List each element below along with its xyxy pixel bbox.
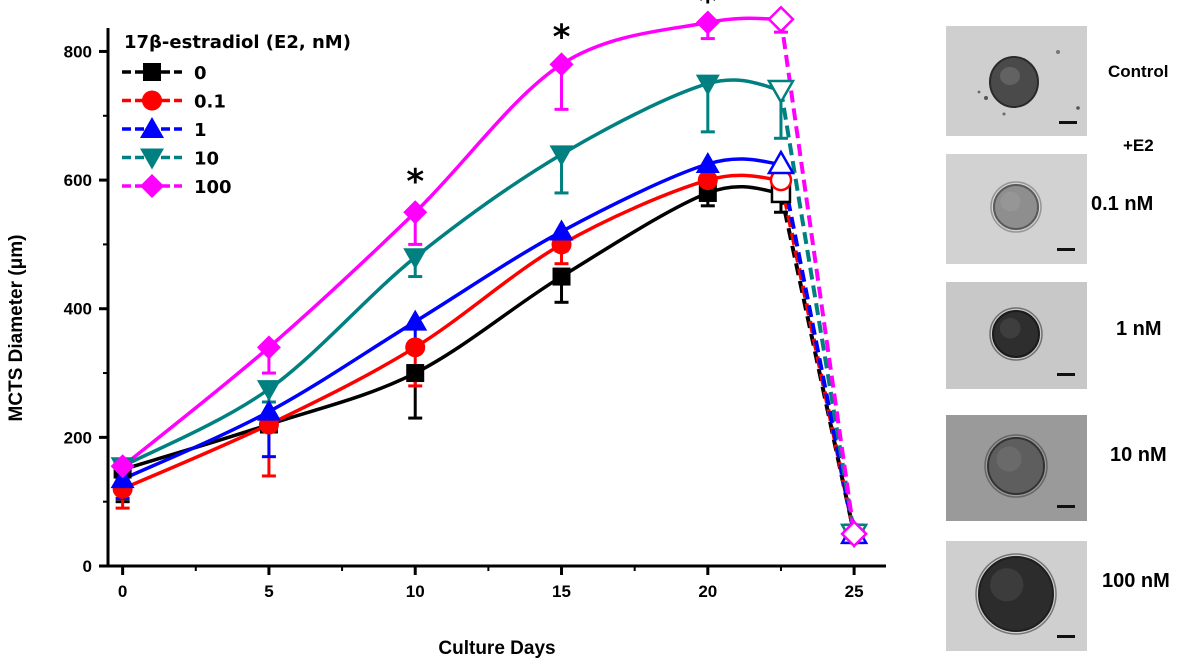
significance-star: * xyxy=(553,18,571,58)
significance-star: * xyxy=(406,162,424,202)
y-tick-label: 200 xyxy=(64,428,92,447)
e2-label: +E2 xyxy=(1123,136,1154,155)
marker-1 xyxy=(549,219,574,241)
concentration-label: 1 nM xyxy=(1116,318,1162,340)
x-tick-label: 15 xyxy=(552,582,571,601)
legend-marker-10 xyxy=(140,148,164,170)
marker-1 xyxy=(256,399,281,421)
series-dashed-line-1 xyxy=(779,163,857,535)
spheroid-image-10-nm xyxy=(946,415,1087,521)
marker-100 xyxy=(840,520,868,548)
legend-label-0: 0 xyxy=(194,63,207,84)
marker-1 xyxy=(695,152,720,174)
marker-100 xyxy=(767,5,795,34)
x-tick-label: 0 xyxy=(118,582,127,601)
legend: 17β-estradiol (E2, nM) 0 0.1 1 10 100 xyxy=(122,32,351,198)
marker-100 xyxy=(695,10,720,35)
series-dashed-line-0 xyxy=(779,192,857,535)
legend-label-1: 1 xyxy=(194,120,207,141)
spheroid-image-control xyxy=(946,26,1087,136)
concentration-label: 100 nM xyxy=(1102,570,1170,592)
legend-marker-0 xyxy=(143,63,161,81)
concentration-label: 0.1 nM xyxy=(1091,193,1154,215)
marker-0.1 xyxy=(405,337,426,358)
y-tick-label: 400 xyxy=(64,300,92,319)
x-tick-label: 5 xyxy=(264,582,273,601)
marker-100 xyxy=(256,335,281,360)
data-markers xyxy=(110,5,869,549)
series-line-100 xyxy=(121,16,782,468)
marker-10 xyxy=(766,79,796,105)
significance-markers: * * * xyxy=(406,0,717,202)
y-axis-label: MCTS Diameter (μm) xyxy=(6,235,27,422)
x-tick-label: 10 xyxy=(406,582,425,601)
series-dashed-line-0.1 xyxy=(779,179,857,535)
marker-1 xyxy=(403,309,428,331)
spheroid-image-1-nm xyxy=(946,282,1087,389)
x-tick-label: 20 xyxy=(698,582,717,601)
legend-label-10: 10 xyxy=(194,149,219,170)
mcts-diameter-chart: MCTS Diameter (μm) Culture Days 0 5 10 15 20… xyxy=(6,0,886,659)
significance-star: * xyxy=(699,0,717,22)
legend-title: 17β-estradiol (E2, nM) xyxy=(124,32,351,53)
legend-label-0.1: 0.1 xyxy=(194,92,226,113)
x-tick-label: 25 xyxy=(845,582,864,601)
legend-marker-1 xyxy=(140,117,164,138)
x-axis-label: Culture Days xyxy=(438,638,555,659)
spheroid-image-100-nm xyxy=(946,541,1087,651)
series-line-1 xyxy=(121,157,782,481)
marker-100 xyxy=(110,454,135,479)
control-label: Control xyxy=(1108,62,1169,81)
y-tick-label: 600 xyxy=(64,171,92,190)
series-line-0.1 xyxy=(121,173,782,491)
y-tick-label: 800 xyxy=(64,42,92,61)
legend-marker-100 xyxy=(140,174,164,198)
series-dashed-line-10 xyxy=(778,89,857,535)
spheroid-image-0-1-nm xyxy=(946,154,1087,264)
marker-100 xyxy=(403,200,428,225)
concentration-label: 10 nM xyxy=(1110,444,1167,466)
series-line-10 xyxy=(121,78,782,468)
legend-marker-0.1 xyxy=(142,90,162,111)
legend-label-100: 100 xyxy=(194,177,232,198)
marker-10 xyxy=(549,145,574,167)
marker-0.1 xyxy=(697,170,718,191)
marker-1 xyxy=(766,149,796,175)
y-tick-label: 0 xyxy=(83,557,92,576)
marker-10 xyxy=(695,74,720,96)
marker-0 xyxy=(406,364,425,383)
series-dashed-line-100 xyxy=(778,19,857,535)
marker-100 xyxy=(549,52,574,77)
marker-10 xyxy=(256,380,281,402)
series-lines xyxy=(121,16,857,535)
marker-0 xyxy=(552,267,571,286)
marker-10 xyxy=(403,248,428,270)
